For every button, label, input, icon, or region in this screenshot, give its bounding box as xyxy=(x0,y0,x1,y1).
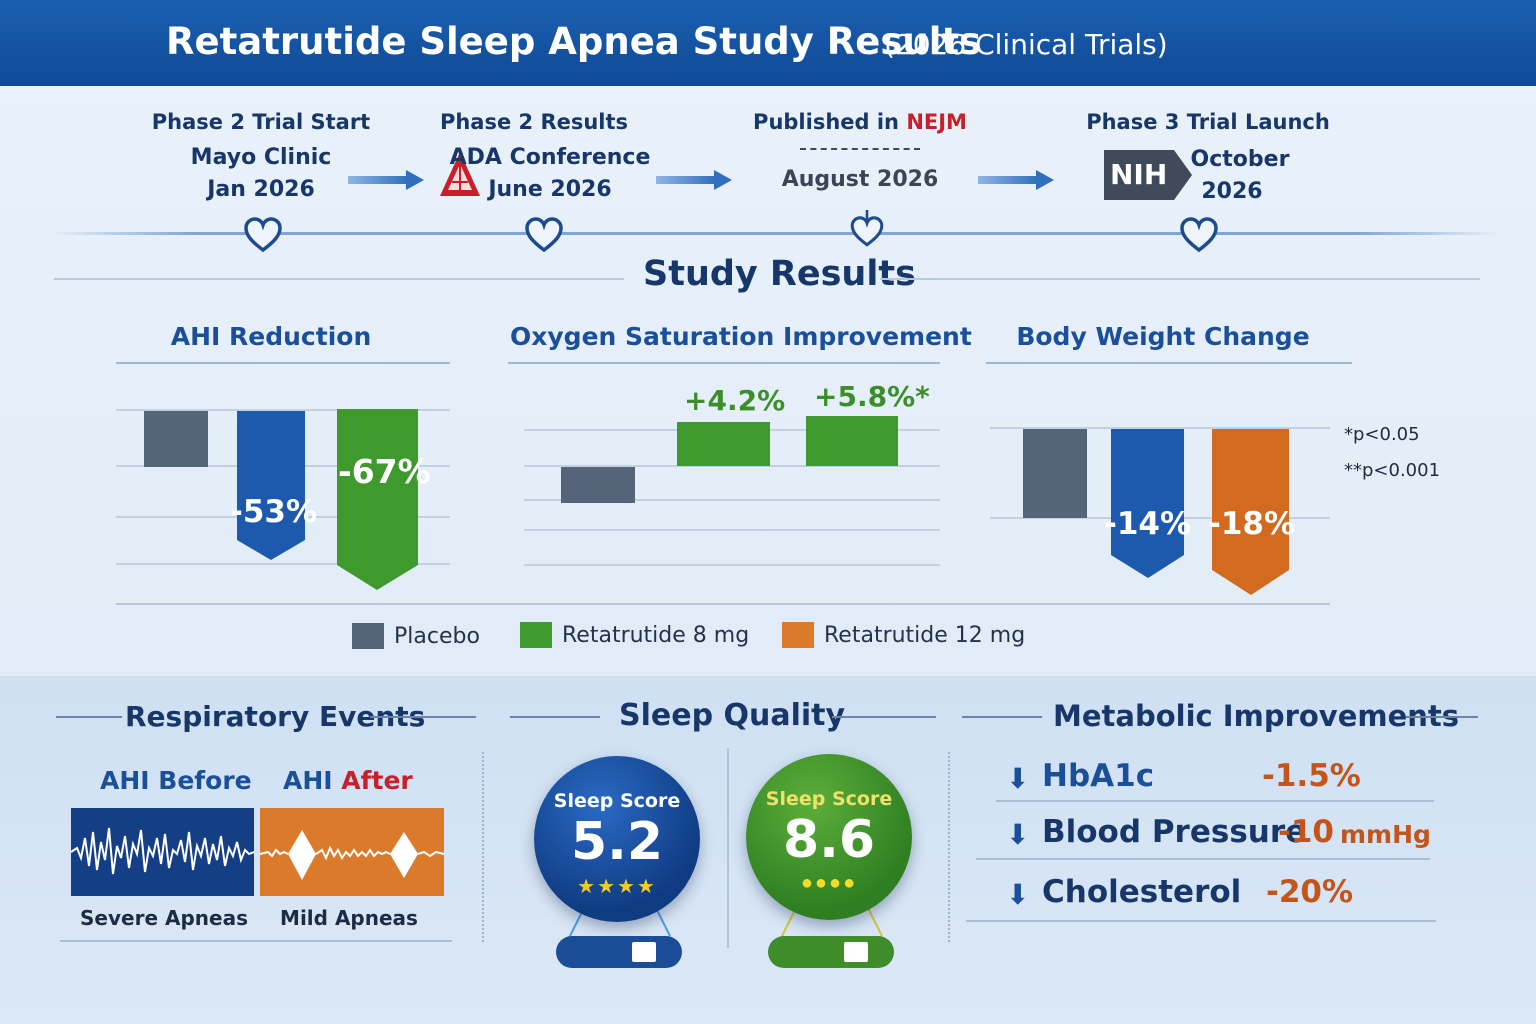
section-rule xyxy=(962,716,1042,718)
sleep-score-before-value: 5.2 xyxy=(570,812,664,872)
ada-logo-icon xyxy=(440,152,480,196)
down-arrow-icon: ⬇ xyxy=(1006,762,1030,795)
timeline-step-3-label: Published in NEJM xyxy=(753,110,967,134)
section-rule xyxy=(880,278,1480,280)
chart-title-oxygen: Oxygen Saturation Improvement xyxy=(510,322,972,351)
sleep-score-after-badge: Sleep Score 8.6 ●●●● xyxy=(746,754,912,920)
section-rule xyxy=(370,716,476,718)
severe-apneas-caption: Severe Apneas xyxy=(80,906,248,930)
bar-oxygen-8mg-b xyxy=(806,416,898,466)
metabolic-row-hba1c: ⬇ HbA1c -1.5% xyxy=(1006,758,1361,795)
bar-data-label: -53% xyxy=(230,494,318,530)
timeline-arrow-3 xyxy=(978,170,1054,190)
column-divider xyxy=(482,752,484,942)
bar-ahi-8mg-a xyxy=(237,411,305,560)
down-arrow-icon: ⬇ xyxy=(1006,818,1030,851)
metabolic-row-blood-pressure: ⬇ Blood Pressure -10 mmHg xyxy=(1006,814,1431,851)
column-divider xyxy=(948,752,950,942)
bar-data-label: -14% xyxy=(1104,506,1192,542)
chart-title-rule xyxy=(986,362,1352,364)
metabolic-rule xyxy=(996,800,1434,802)
ahi-reduction-chart xyxy=(116,409,1330,605)
significance-note: *p<0.05 xyxy=(1344,424,1420,445)
header-bar: Retatrutide Sleep Apnea Study Results (2… xyxy=(0,0,1536,86)
section-rule xyxy=(832,716,936,718)
sleep-score-before-badge: Sleep Score 5.2 ★★★★ xyxy=(534,756,700,922)
timeline-step-2-place: ADA Conference xyxy=(449,145,651,170)
dash-divider xyxy=(800,148,920,151)
timeline-line xyxy=(50,232,1500,235)
legend-item-placebo: Placebo xyxy=(352,622,480,650)
ahi-after-label: AHI After xyxy=(283,766,413,795)
legend-swatch xyxy=(782,622,814,648)
timeline-step-3-date: August 2026 xyxy=(781,167,939,192)
legend-item-12mg: Retatrutide 12 mg xyxy=(782,621,1025,649)
heart-icon xyxy=(525,217,563,253)
bar-oxygen-8mg-a xyxy=(677,422,770,466)
column-divider xyxy=(727,748,729,948)
timeline-step-4-label: Phase 3 Trial Launch xyxy=(1086,110,1330,134)
timeline-step-2-date: June 2026 xyxy=(488,177,612,202)
bar-ahi-8mg-b xyxy=(337,409,418,590)
bar-data-label: +5.8%* xyxy=(814,380,930,413)
toggle-pill-after xyxy=(768,936,894,968)
page-subtitle: (2026 Clinical Trials) xyxy=(884,28,1168,61)
timeline-arrow-2 xyxy=(656,170,732,190)
bar-data-label: -67% xyxy=(338,452,431,491)
chart-title-ahi: AHI Reduction xyxy=(170,322,372,351)
timeline-step-1-place: Mayo Clinic xyxy=(190,145,332,170)
ahi-before-label: AHI Before xyxy=(100,766,252,795)
heart-icon xyxy=(1180,217,1218,253)
section-rule xyxy=(510,716,600,718)
metabolic-rule xyxy=(976,858,1430,860)
timeline-step-4-year: 2026 xyxy=(1201,179,1263,204)
bar-data-label: +4.2% xyxy=(684,384,786,417)
metabolic-rule xyxy=(966,920,1436,922)
sleep-score-after-value: 8.6 xyxy=(782,810,876,870)
mild-apnea-waveform xyxy=(260,808,444,896)
toggle-pill-before xyxy=(556,936,682,968)
page-title: Retatrutide Sleep Apnea Study Results xyxy=(166,20,982,63)
section-rule xyxy=(60,940,452,942)
dot-rating-icon: ●●●● xyxy=(800,872,858,894)
timeline-step-1-label: Phase 2 Trial Start xyxy=(151,110,371,134)
timeline-arrow-1 xyxy=(348,170,424,190)
bar-placebo xyxy=(1023,429,1087,518)
heart-icon xyxy=(244,217,282,253)
sleep-quality-title: Sleep Quality xyxy=(619,698,846,733)
significance-note: **p<0.001 xyxy=(1344,460,1441,481)
down-arrow-icon: ⬇ xyxy=(1006,878,1030,911)
mild-apneas-caption: Mild Apneas xyxy=(280,906,418,930)
bar-weight-8mg xyxy=(1111,429,1184,578)
chart-title-rule xyxy=(508,362,940,364)
section-rule xyxy=(56,716,122,718)
study-results-title: Study Results xyxy=(643,254,916,294)
nih-logo-icon: NIH xyxy=(1104,150,1194,200)
timeline-step-2-label: Phase 2 Results xyxy=(439,110,629,134)
section-rule xyxy=(54,278,624,280)
legend-item-8mg: Retatrutide 8 mg xyxy=(520,621,749,649)
metabolic-row-cholesterol: ⬇ Cholesterol -20% xyxy=(1006,874,1354,911)
bar-placebo xyxy=(144,411,208,467)
timeline-step-1-date: Jan 2026 xyxy=(207,177,315,202)
timeline-step-4-month: October xyxy=(1190,147,1290,172)
legend-swatch xyxy=(520,622,552,648)
bar-placebo xyxy=(561,467,635,503)
metabolic-title: Metabolic Improvements xyxy=(1053,699,1460,733)
chart-title-rule xyxy=(116,362,450,364)
chart-title-weight: Body Weight Change xyxy=(1016,322,1310,351)
bar-data-label: -18% xyxy=(1208,506,1296,542)
oxygen-chart xyxy=(524,416,940,566)
section-rule xyxy=(1406,716,1478,718)
heart-icon xyxy=(850,210,884,247)
star-rating-icon: ★★★★ xyxy=(577,876,657,898)
nejm-label: NEJM xyxy=(906,110,967,134)
severe-apnea-waveform xyxy=(71,808,254,896)
bar-weight-12mg xyxy=(1212,429,1289,595)
body-weight-chart xyxy=(990,427,1330,595)
legend-swatch xyxy=(352,623,384,649)
